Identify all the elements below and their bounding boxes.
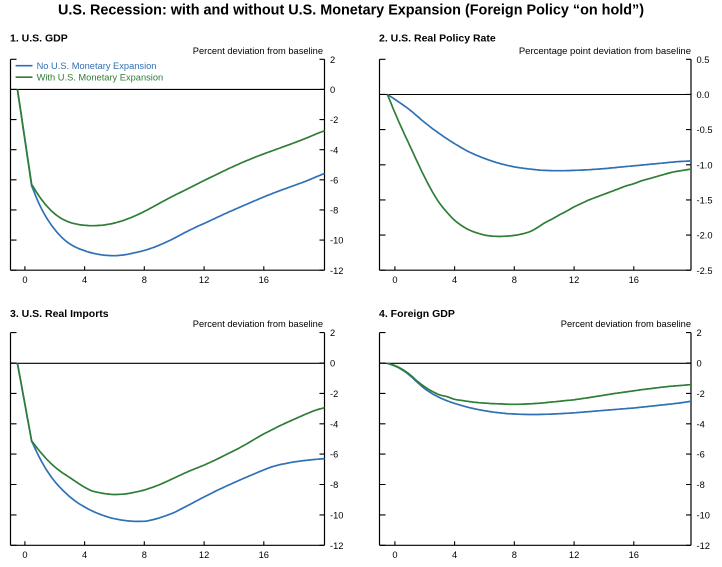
svg-text:4: 4 <box>452 275 457 285</box>
svg-text:16: 16 <box>629 550 639 560</box>
svg-text:0.0: 0.0 <box>697 90 710 100</box>
svg-text:8: 8 <box>512 275 517 285</box>
svg-text:-1.0: -1.0 <box>697 160 713 170</box>
svg-text:No U.S. Monetary Expansion: No U.S. Monetary Expansion <box>37 61 157 71</box>
svg-text:0: 0 <box>697 359 702 369</box>
svg-text:0: 0 <box>392 550 397 560</box>
svg-text:2: 2 <box>697 328 702 338</box>
svg-text:0: 0 <box>22 275 27 285</box>
svg-text:12: 12 <box>199 275 209 285</box>
svg-text:Percent deviation from baselin: Percent deviation from baseline <box>193 319 323 329</box>
svg-text:-2: -2 <box>330 115 338 125</box>
svg-text:16: 16 <box>629 275 639 285</box>
svg-text:-6: -6 <box>330 450 338 460</box>
svg-text:4: 4 <box>82 275 87 285</box>
svg-text:-2: -2 <box>330 389 338 399</box>
svg-text:-10: -10 <box>330 511 343 521</box>
svg-text:0: 0 <box>392 275 397 285</box>
svg-text:-12: -12 <box>697 541 710 551</box>
svg-text:-4: -4 <box>330 419 338 429</box>
svg-text:2: 2 <box>330 328 335 338</box>
svg-text:16: 16 <box>259 275 269 285</box>
svg-text:0: 0 <box>22 550 27 560</box>
svg-text:U.S. Recession: with and witho: U.S. Recession: with and without U.S. Mo… <box>58 3 644 19</box>
svg-text:-4: -4 <box>697 419 705 429</box>
svg-text:2: 2 <box>330 55 335 65</box>
svg-text:Percent deviation from baselin: Percent deviation from baseline <box>561 319 691 329</box>
svg-text:2. U.S. Real Policy Rate: 2. U.S. Real Policy Rate <box>379 33 496 45</box>
svg-text:-0.5: -0.5 <box>697 125 713 135</box>
svg-text:0.5: 0.5 <box>697 55 710 65</box>
svg-text:Percent deviation from baselin: Percent deviation from baseline <box>193 46 323 56</box>
svg-text:-8: -8 <box>330 206 338 216</box>
svg-text:-1.5: -1.5 <box>697 196 713 206</box>
svg-text:-6: -6 <box>330 175 338 185</box>
svg-text:-10: -10 <box>697 511 710 521</box>
svg-text:With U.S. Monetary Expansion: With U.S. Monetary Expansion <box>37 72 164 82</box>
svg-text:8: 8 <box>142 275 147 285</box>
svg-text:4: 4 <box>452 550 457 560</box>
svg-text:4: 4 <box>82 550 87 560</box>
svg-text:-8: -8 <box>330 480 338 490</box>
svg-text:0: 0 <box>330 359 335 369</box>
svg-text:Percentage point deviation fro: Percentage point deviation from baseline <box>519 46 691 57</box>
svg-text:4. Foreign GDP: 4. Foreign GDP <box>379 308 455 320</box>
svg-text:8: 8 <box>142 550 147 560</box>
svg-text:-8: -8 <box>697 480 705 490</box>
svg-text:16: 16 <box>259 550 269 560</box>
svg-text:-2.5: -2.5 <box>697 266 713 276</box>
svg-text:-10: -10 <box>330 236 343 246</box>
svg-text:-2.0: -2.0 <box>697 231 713 241</box>
svg-text:12: 12 <box>569 275 579 285</box>
svg-text:-12: -12 <box>330 541 343 551</box>
svg-text:-6: -6 <box>697 450 705 460</box>
svg-text:-2: -2 <box>697 389 705 399</box>
svg-text:12: 12 <box>199 550 209 560</box>
svg-text:8: 8 <box>512 550 517 560</box>
svg-text:0: 0 <box>330 85 335 95</box>
svg-text:12: 12 <box>569 550 579 560</box>
svg-text:1. U.S. GDP: 1. U.S. GDP <box>10 33 68 45</box>
svg-text:3. U.S. Real Imports: 3. U.S. Real Imports <box>10 308 109 320</box>
svg-text:-12: -12 <box>330 266 343 276</box>
svg-text:-4: -4 <box>330 145 338 155</box>
